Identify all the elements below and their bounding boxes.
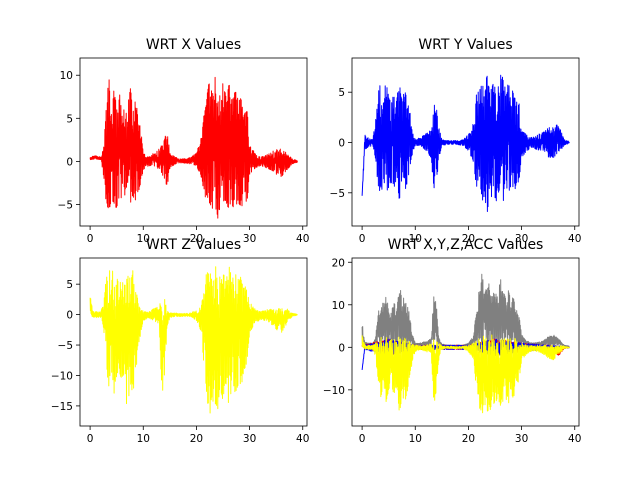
x-tick-label: 10 (409, 433, 422, 445)
y-tick-label: −5 (330, 188, 345, 200)
axes-frame (79, 257, 308, 427)
x-tick-label: 20 (462, 233, 475, 245)
x-tick-label: 40 (568, 233, 581, 245)
x-tick-label: 10 (137, 433, 150, 445)
y-tick-label: 0 (66, 156, 73, 168)
x-tick-label: 10 (409, 233, 422, 245)
y-tick-label: 0 (338, 138, 345, 150)
chart-title: WRT X,Y,Z,ACC Values (388, 237, 544, 253)
y-tick-label: −15 (51, 401, 73, 413)
x-tick-label: 20 (190, 433, 203, 445)
x-tick-label: 30 (243, 433, 256, 445)
subplot-3: 0 10 20 30 40 −15 −10 −5 0 5 WRT Z Values (51, 237, 310, 445)
y-tick-label: 20 (332, 257, 345, 269)
series-line-1 (89, 76, 298, 219)
x-tick-label: 0 (359, 433, 366, 445)
x-tick-label: 0 (87, 433, 94, 445)
x-tick-label: 20 (462, 433, 475, 445)
y-tick-label: 5 (66, 279, 73, 291)
x-tick-label: 40 (296, 433, 309, 445)
subplot-4: 0 10 20 30 40 −10 0 10 20 WRT X,Y,Z,ACC Values (323, 237, 582, 445)
y-tick-label: 10 (332, 300, 345, 312)
series-line-1 (361, 74, 570, 212)
x-tick-label: 30 (515, 433, 528, 445)
x-tick-label: 20 (190, 233, 203, 245)
x-tick-label: 30 (243, 233, 256, 245)
y-tick-label: 5 (338, 87, 345, 99)
chart-title: WRT Z Values (146, 237, 241, 253)
axes-frame (79, 57, 308, 227)
series-line-1 (89, 266, 298, 414)
x-tick-label: 0 (87, 233, 94, 245)
y-tick-label: −5 (58, 199, 73, 211)
axes-frame (351, 57, 580, 227)
subplot-1: 0 10 20 30 40 −5 0 5 10 WRT X Values (58, 37, 310, 245)
y-tick-label: −10 (323, 385, 345, 397)
series-line-1 (361, 273, 570, 347)
y-tick-label: 10 (60, 70, 73, 82)
x-tick-label: 0 (359, 233, 366, 245)
chart-title: WRT X Values (146, 37, 241, 53)
y-tick-label: 0 (338, 342, 345, 354)
x-tick-label: 10 (137, 233, 150, 245)
x-tick-label: 30 (515, 233, 528, 245)
subplot-2: 0 10 20 30 40 −5 0 5 WRT Y Values (330, 37, 582, 245)
y-tick-label: 0 (66, 310, 73, 322)
series-line-4 (361, 334, 570, 414)
y-tick-label: 5 (66, 113, 73, 125)
axes-frame (351, 257, 580, 427)
x-tick-label: 40 (296, 233, 309, 245)
chart-title: WRT Y Values (418, 37, 512, 53)
y-tick-label: −10 (51, 370, 73, 382)
y-tick-label: −5 (58, 340, 73, 352)
x-tick-label: 40 (568, 433, 581, 445)
